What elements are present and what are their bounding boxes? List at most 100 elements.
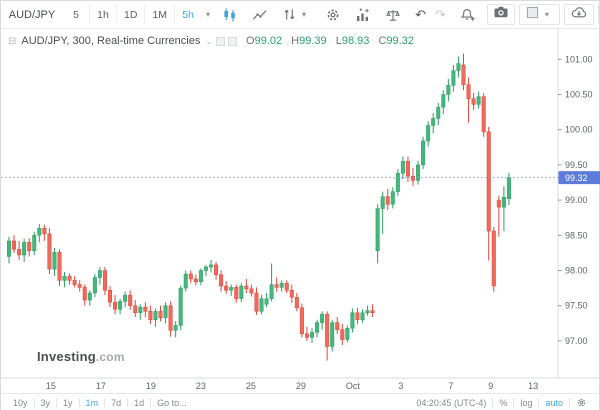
candle-body bbox=[330, 322, 335, 347]
interval-button-1h[interactable]: 1h bbox=[97, 8, 109, 21]
candle-body bbox=[395, 173, 400, 192]
close-label: C bbox=[378, 35, 387, 47]
candle-body bbox=[370, 310, 375, 313]
range-button-1y[interactable]: 1y bbox=[63, 397, 73, 408]
line-style-button[interactable] bbox=[245, 1, 275, 28]
legend-title: AUD/JPY, 300, Real-time Currencies bbox=[21, 35, 201, 47]
chart-layout-button[interactable]: ▾ bbox=[518, 4, 560, 25]
candle-body bbox=[421, 140, 426, 166]
compare-arrows-button[interactable]: ▾ bbox=[275, 1, 318, 28]
snapshot-button[interactable] bbox=[486, 4, 515, 25]
candle-body bbox=[229, 287, 234, 291]
range-button-1d[interactable]: 1d bbox=[134, 397, 145, 408]
candle-body bbox=[299, 307, 304, 335]
candle-body bbox=[375, 208, 380, 252]
candle-body bbox=[203, 266, 208, 271]
footer-settings-button[interactable] bbox=[570, 397, 593, 408]
compare-caret-icon: ▾ bbox=[302, 10, 307, 19]
candle-body bbox=[123, 294, 128, 302]
footer-separator bbox=[56, 398, 58, 407]
candle-body bbox=[87, 292, 92, 301]
candle-body bbox=[294, 297, 299, 309]
candle-body bbox=[67, 275, 72, 281]
undo-button[interactable]: ↶ bbox=[408, 1, 433, 28]
candle-body bbox=[264, 298, 269, 305]
interval-group: 5 1h 1D 1M 5h bbox=[63, 1, 201, 28]
candle-body bbox=[148, 311, 153, 321]
price-tick-label: 98.50 bbox=[565, 230, 588, 240]
candle-body bbox=[461, 64, 466, 85]
range-button-3y[interactable]: 3y bbox=[40, 397, 51, 408]
legend-settings-icon[interactable] bbox=[228, 36, 238, 46]
auto-scale-button[interactable]: auto bbox=[545, 397, 563, 408]
interval-button-1M[interactable]: 1M bbox=[152, 8, 168, 21]
candle-body bbox=[143, 306, 148, 312]
candle-body bbox=[249, 288, 254, 294]
indicators-button[interactable] bbox=[348, 1, 378, 28]
load-chart-button[interactable] bbox=[563, 4, 594, 25]
interval-dropdown-caret-icon[interactable]: ▾ bbox=[206, 10, 211, 19]
footer-separator bbox=[538, 398, 540, 407]
candle-body bbox=[274, 284, 279, 288]
candle-body bbox=[390, 191, 395, 205]
compare-symbol-button[interactable] bbox=[378, 1, 408, 28]
candle-body bbox=[365, 310, 370, 313]
price-tick-label: 98.00 bbox=[565, 266, 588, 276]
chart-canvas[interactable]: 101.00100.50100.0099.5099.0098.5098.0097… bbox=[1, 29, 600, 393]
candle-body bbox=[214, 264, 219, 275]
percent-scale-button[interactable]: % bbox=[499, 397, 508, 408]
candle-body bbox=[32, 235, 37, 252]
candle-body bbox=[47, 233, 52, 270]
toolbar-separator bbox=[116, 5, 117, 24]
redo-button[interactable]: ↷ bbox=[433, 1, 453, 28]
log-scale-button[interactable]: log bbox=[520, 397, 533, 408]
candle-body bbox=[486, 131, 491, 232]
candle-body bbox=[446, 85, 451, 95]
candle-body bbox=[476, 96, 481, 105]
symbol-button[interactable]: AUD/JPY bbox=[8, 8, 56, 21]
candle-body bbox=[426, 125, 431, 142]
candle-body bbox=[279, 282, 284, 288]
cloud-download-icon bbox=[570, 4, 588, 25]
interval-button-1D[interactable]: 1D bbox=[124, 8, 138, 21]
interval-button-5[interactable]: 5 bbox=[73, 8, 79, 21]
scales-icon bbox=[385, 7, 401, 23]
gear-icon bbox=[325, 7, 341, 23]
settings-button[interactable] bbox=[318, 1, 348, 28]
range-button-1m[interactable]: 1m bbox=[85, 397, 99, 408]
candle-body bbox=[37, 228, 42, 236]
candle-body bbox=[269, 284, 274, 299]
time-tick-label: 13 bbox=[528, 381, 538, 391]
legend-eye-icon[interactable] bbox=[216, 36, 226, 46]
clock-button[interactable]: 04:20:45 (UTC-4) bbox=[416, 397, 487, 408]
candle-body bbox=[42, 228, 47, 235]
range-button-7d[interactable]: 7d bbox=[111, 397, 122, 408]
time-axis[interactable]: 15 17 19 23 25 29 Oct 3 7 9 13 bbox=[46, 381, 538, 391]
candle-body bbox=[441, 94, 446, 108]
candle-body bbox=[360, 312, 365, 321]
candle-body bbox=[471, 98, 476, 105]
price-axis[interactable]: 101.00 100.50 100.00 99.50 99.00 98.50 98.00 97… bbox=[558, 54, 593, 346]
legend-collapse-icon[interactable]: ⊟ bbox=[8, 35, 17, 47]
candle-body bbox=[52, 251, 57, 270]
watermark-brand: Investing bbox=[37, 349, 96, 364]
candle-body bbox=[153, 311, 158, 321]
candle-body bbox=[108, 289, 112, 303]
high-label: H bbox=[291, 35, 300, 47]
candle-body bbox=[385, 196, 390, 205]
candle-body bbox=[466, 84, 471, 99]
candlestick-style-button[interactable] bbox=[215, 1, 245, 28]
candle-body bbox=[496, 199, 501, 208]
goto-button[interactable]: Go to... bbox=[157, 397, 187, 408]
toolbar-separator bbox=[144, 5, 146, 24]
price-tick-label: 101.00 bbox=[565, 54, 593, 64]
add-alert-button[interactable] bbox=[453, 1, 483, 28]
candlestick-icon bbox=[222, 7, 238, 23]
save-chart-button[interactable] bbox=[597, 4, 600, 25]
price-tick-label: 97.00 bbox=[565, 336, 588, 346]
candle-body bbox=[325, 313, 330, 347]
footer-gear-icon bbox=[576, 397, 587, 408]
range-button-10y[interactable]: 10y bbox=[13, 397, 28, 408]
candle-body bbox=[193, 278, 198, 283]
interval-button-5h[interactable]: 5h bbox=[182, 8, 194, 21]
